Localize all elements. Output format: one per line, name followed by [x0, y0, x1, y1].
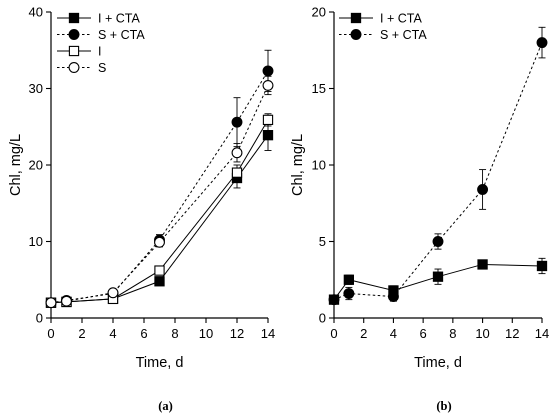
legend-marker: [68, 29, 80, 40]
legend-label: S + CTA: [380, 28, 427, 42]
x-tick-label: 0: [330, 326, 337, 341]
series-line: [50, 85, 269, 304]
x-tick-label: 8: [171, 326, 178, 341]
data-point: [262, 130, 274, 141]
y-tick-label: 40: [29, 5, 43, 20]
chart-panel-a: 0 2 4 6 8 10 12 14 0 10 20 30 40 Time, d Chl, mg/L (a) I…: [8, 5, 275, 414]
legend-label: I + CTA: [98, 12, 140, 26]
y-tick-label: 10: [312, 158, 326, 173]
data-point: [343, 274, 355, 285]
legend: I + CTA S + CTA: [339, 12, 427, 42]
legend-label: S: [98, 61, 106, 75]
data-point: [154, 276, 165, 287]
data-point: [477, 259, 488, 270]
y-axis-title: Chl, mg/L: [290, 134, 306, 196]
y-tick-label: 20: [29, 158, 43, 173]
data-point: [387, 291, 399, 303]
data-point: [328, 294, 340, 306]
legend-marker: [350, 12, 362, 24]
y-tick-label: 30: [29, 81, 43, 96]
data-point: [61, 295, 72, 307]
x-tick-label: 14: [535, 326, 549, 341]
panel-label: (a): [158, 399, 173, 413]
data-point: [154, 236, 165, 248]
y-tick-label: 5: [319, 234, 326, 249]
x-tick-label: 14: [261, 326, 275, 341]
series-line: [333, 42, 543, 301]
series-i-cta: [328, 257, 548, 305]
data-point: [231, 167, 243, 178]
x-axis-title: Time, d: [414, 355, 462, 371]
legend-marker: [68, 45, 80, 57]
y-tick-label: 10: [29, 234, 43, 249]
legend: I + CTA S + CTA IS: [57, 12, 145, 75]
series-s: [45, 75, 274, 309]
x-tick-label: 4: [109, 326, 116, 341]
legend-label: I + CTA: [380, 12, 422, 26]
y-axis-title: Chl, mg/L: [8, 134, 24, 196]
series-s-cta: [328, 26, 548, 306]
legend-marker: [68, 12, 80, 24]
data-point: [536, 37, 548, 49]
x-tick-label: 2: [360, 326, 367, 341]
x-tick-label: 6: [140, 326, 147, 341]
y-tick-label: 20: [312, 5, 326, 20]
data-point: [231, 147, 243, 159]
x-tick-label: 2: [78, 326, 85, 341]
y-tick-label: 15: [312, 81, 326, 96]
data-point: [45, 297, 57, 309]
x-tick-label: 6: [420, 326, 427, 341]
x-tick-label: 8: [449, 326, 456, 341]
data-point: [107, 287, 119, 299]
data-point: [154, 265, 165, 276]
x-tick-label: 0: [47, 326, 54, 341]
data-point: [262, 65, 274, 77]
x-tick-label: 10: [475, 326, 489, 341]
y-tick-label: 0: [36, 311, 43, 326]
x-axis-title: Time, d: [136, 355, 184, 371]
x-tick-label: 10: [199, 326, 213, 341]
legend-label: S + CTA: [98, 28, 145, 42]
data-point: [536, 260, 548, 272]
x-tick-label: 12: [230, 326, 244, 341]
chart-panel-b: 0 2 4 6 8 10 12 14 0 5 10 15 20 Time, d Chl, mg/L (b) I …: [290, 5, 549, 414]
x-tick-label: 4: [390, 326, 397, 341]
panel-label: (b): [436, 399, 451, 413]
y-tick-label: 0: [319, 311, 326, 326]
data-point: [262, 79, 274, 91]
legend-marker: [350, 29, 362, 40]
x-tick-label: 12: [505, 326, 519, 341]
data-point: [262, 114, 274, 126]
data-point: [231, 116, 243, 128]
legend-marker: [68, 62, 80, 73]
data-point: [477, 184, 489, 195]
data-point: [432, 271, 444, 282]
data-point: [343, 288, 355, 299]
legend-label: I: [98, 45, 101, 59]
data-point: [432, 236, 444, 247]
